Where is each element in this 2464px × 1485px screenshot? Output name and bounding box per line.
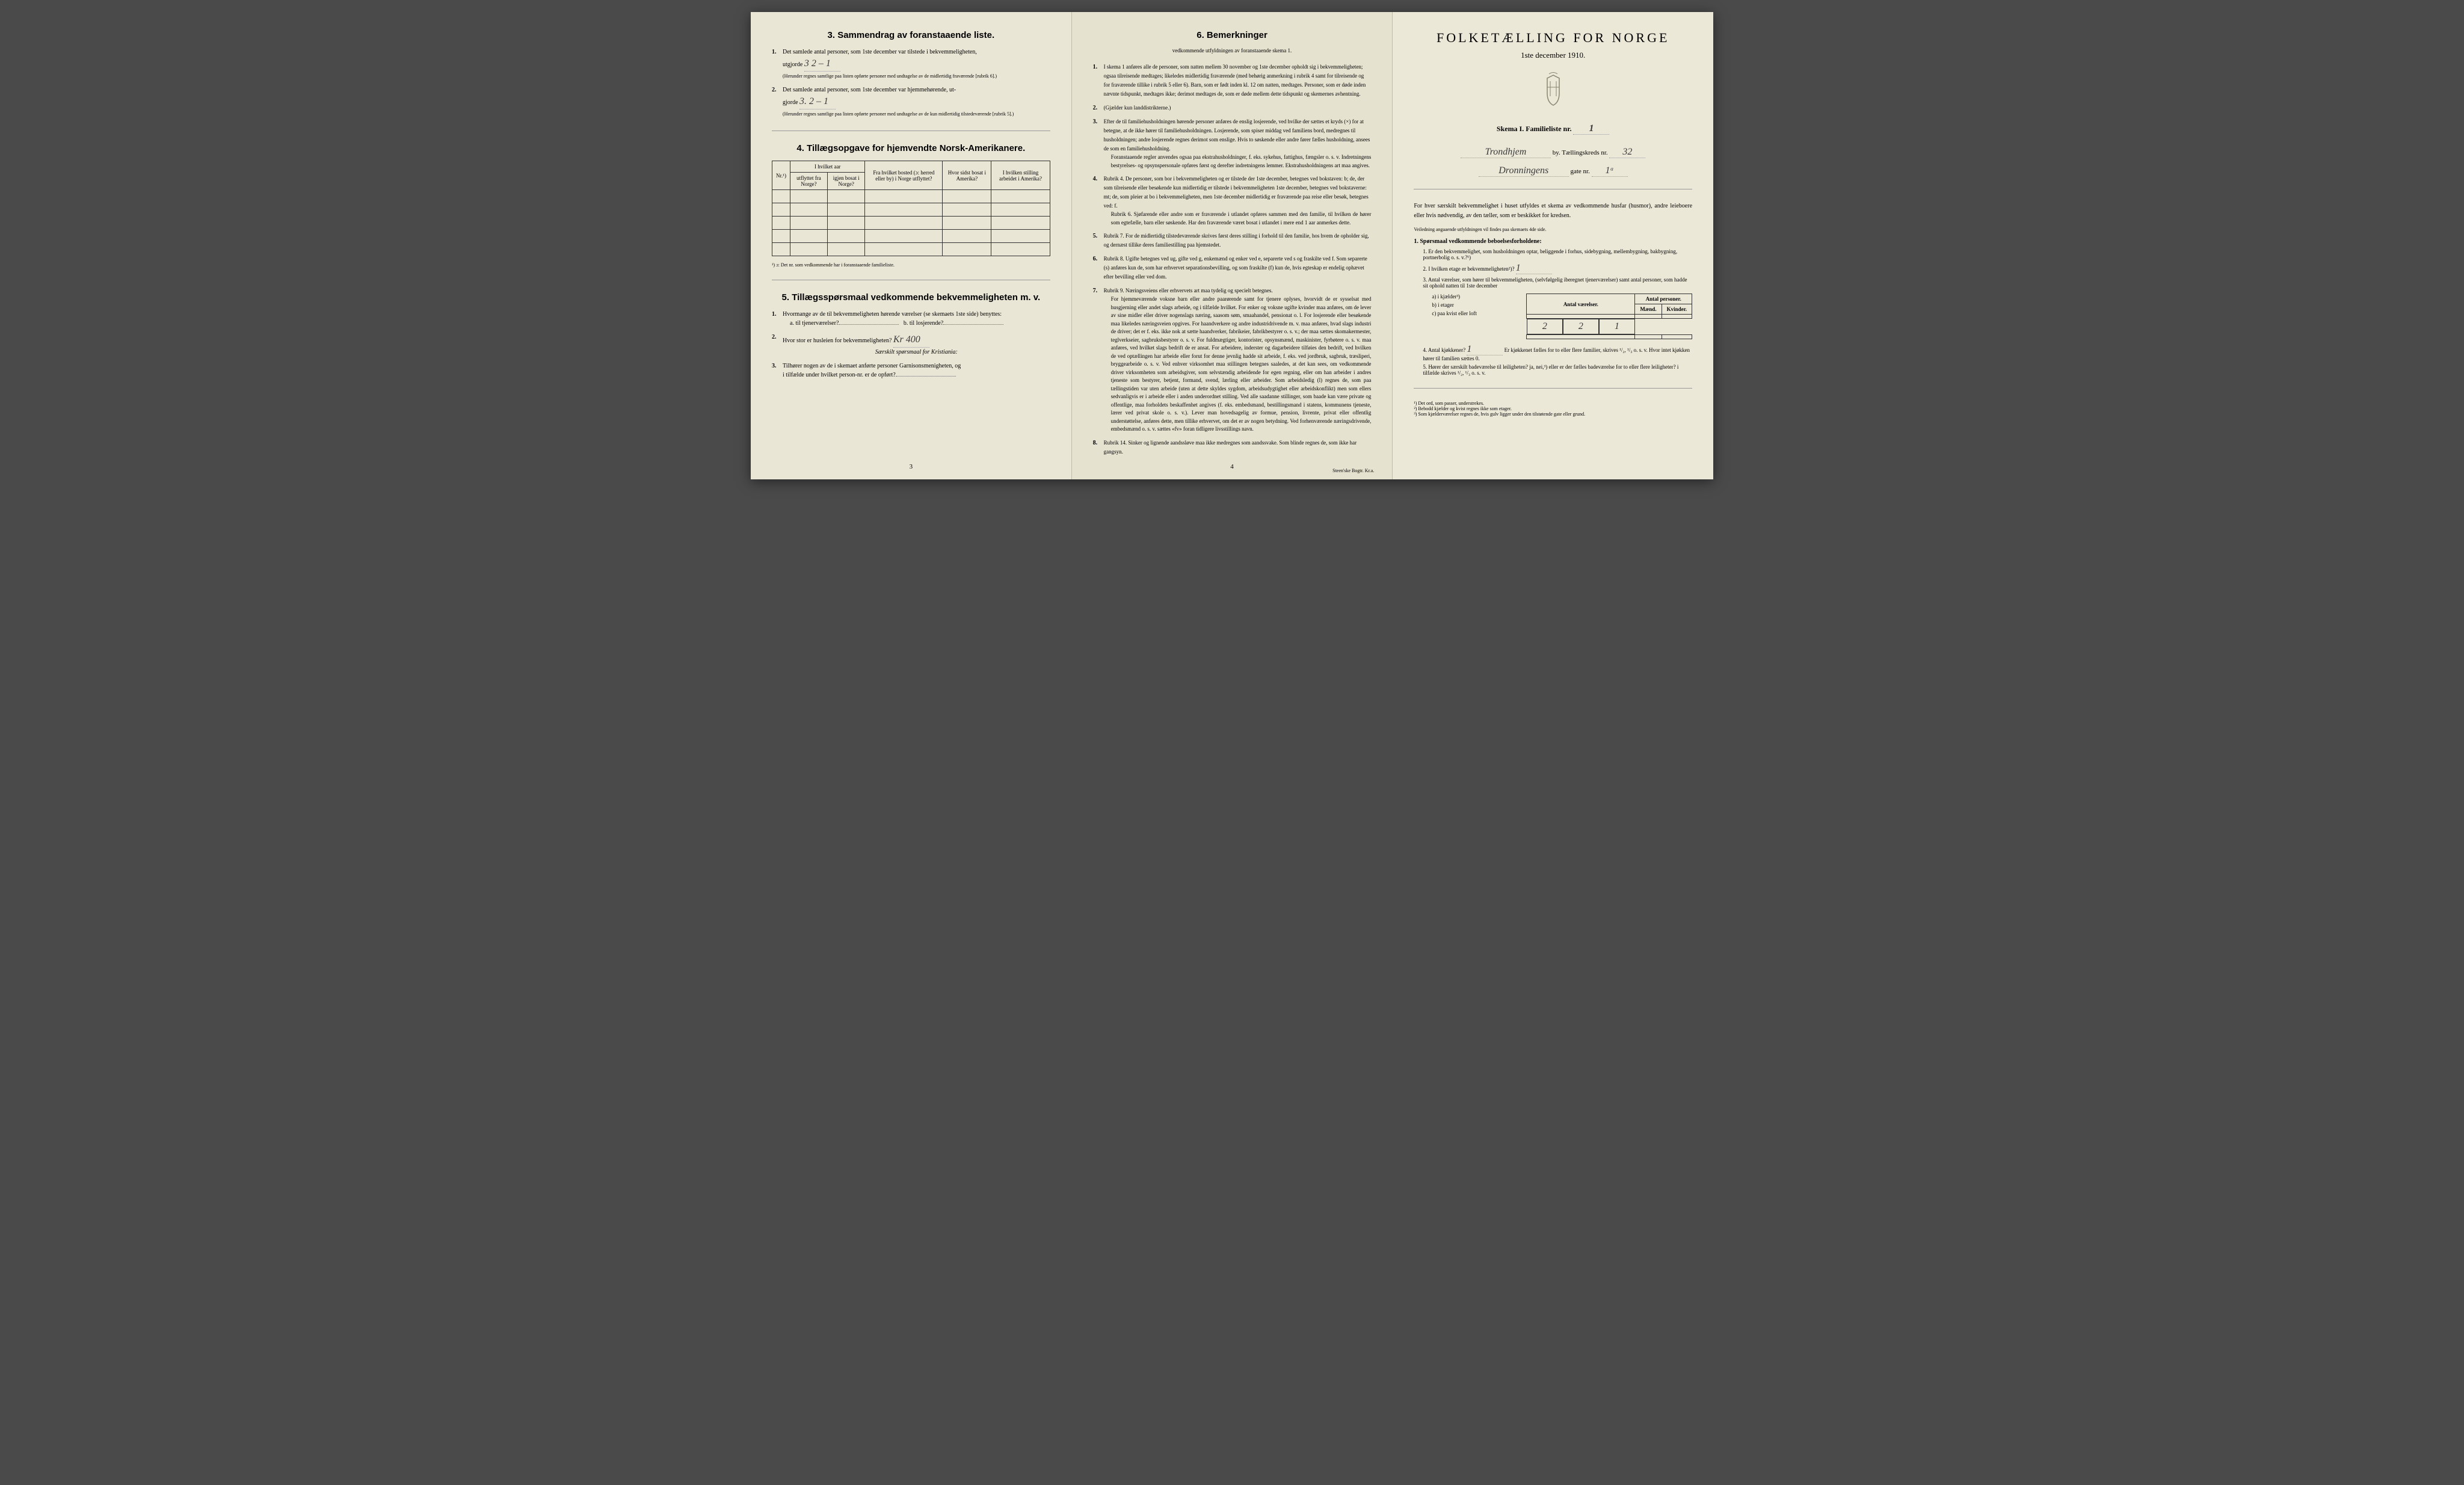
- table-row: [772, 217, 1050, 230]
- gate-nr: 1ᵃ: [1592, 165, 1628, 177]
- section-5-title: 5. Tillægsspørsmaal vedkommende bekvemme…: [772, 292, 1050, 303]
- note-2: (Gjælder kun landdistrikterne.): [1093, 103, 1372, 112]
- familieliste-nr: 1: [1573, 123, 1609, 135]
- table-row: [772, 243, 1050, 256]
- remarks-list: I skema 1 anføres alle de personer, som …: [1093, 63, 1372, 457]
- coat-of-arms-icon: [1414, 72, 1692, 114]
- table-row: [772, 190, 1050, 203]
- rooms-table: Antal værelser. Antal personer. Mænd. Kv…: [1526, 294, 1692, 339]
- note-1: I skema 1 anføres alle de personer, som …: [1093, 63, 1372, 99]
- table-row: [1527, 315, 1692, 319]
- q3: Tilhører nogen av de i skemaet anførte p…: [772, 361, 1050, 380]
- section-6-subtitle: vedkommende utfyldningen av foranstaaend…: [1093, 48, 1372, 54]
- street-name: Dronningens: [1479, 165, 1569, 177]
- note-4: Rubrik 4. De personer, som bor i bekvemm…: [1093, 174, 1372, 227]
- q1-2: 2. I hvilken etage er bekvemmeligheten²)…: [1423, 263, 1692, 274]
- table-row: [1527, 335, 1692, 339]
- table-row: [772, 230, 1050, 243]
- street-line: Dronningens gate nr. 1ᵃ: [1414, 165, 1692, 177]
- census-title: FOLKETÆLLING FOR NORGE: [1414, 30, 1692, 46]
- value-present: 3 2 – 1: [804, 57, 840, 72]
- section-6-title: 6. Bemerkninger: [1093, 30, 1372, 40]
- intro-note: Veiledning angaaende utfyldningen vil fi…: [1414, 227, 1692, 232]
- q1-1: 1. Er den bekvemmelighet, som husholdnin…: [1423, 248, 1692, 260]
- page-1-cover: FOLKETÆLLING FOR NORGE 1ste december 191…: [1393, 12, 1713, 479]
- q1-4: 4. Antal kjøkkener? 1 Er kjøkkenet fælle…: [1423, 344, 1692, 361]
- note-6: Rubrik 8. Ugifte betegnes ved ug, gifte …: [1093, 254, 1372, 281]
- page-3: 3. Sammendrag av foranstaaende liste. De…: [751, 12, 1072, 479]
- footnotes: ¹) Det ord, som passer, understrekes. ²)…: [1414, 401, 1692, 417]
- intro-text: For hver særskilt bekvemmelighet i huset…: [1414, 201, 1692, 221]
- american-return-table: Nr.¹) I hvilket aar Fra hvilket bosted (…: [772, 161, 1050, 256]
- note-7: Rubrik 9. Næringsveiens eller erhvervets…: [1093, 286, 1372, 434]
- section-5-list: Hvormange av de til bekvemmeligheten hør…: [772, 310, 1050, 380]
- city-line: Trondhjem by. Tællingskreds nr. 32: [1414, 147, 1692, 158]
- page-4: 6. Bemerkninger vedkommende utfyldningen…: [1072, 12, 1393, 479]
- summary-item-1: Det samlede antal personer, som 1ste dec…: [772, 48, 1050, 81]
- city-name: Trondhjem: [1461, 147, 1551, 158]
- page-number: 3: [751, 463, 1071, 470]
- section-4-title: 4. Tillægsopgave for hjemvendte Norsk-Am…: [772, 143, 1050, 153]
- note-8: Rubrik 14. Sinker og lignende aandssløve…: [1093, 438, 1372, 457]
- section-3-title: 3. Sammendrag av foranstaaende liste.: [772, 30, 1050, 40]
- q1-title: 1. Spørsmaal vedkommende beboelsesforhol…: [1414, 238, 1692, 245]
- note-3: Efter de til familiehusholdningen hørend…: [1093, 117, 1372, 170]
- q2: Hvor stor er husleien for bekvemmelighet…: [772, 333, 1050, 357]
- note-5: Rubrik 7. For de midlertidig tilstedevær…: [1093, 232, 1372, 250]
- table-footnote: ¹) ɔ: Det nr. som vedkommende har i fora…: [772, 262, 1050, 268]
- table-row: [772, 203, 1050, 217]
- q1-3: 3. Antal værelser, som hører til bekvemm…: [1423, 277, 1692, 289]
- census-document: 3. Sammendrag av foranstaaende liste. De…: [751, 12, 1713, 479]
- divider: [1414, 388, 1692, 389]
- value-resident: 3. 2 – 1: [799, 94, 836, 109]
- summary-item-2: Det samlede antal personer, som 1ste dec…: [772, 85, 1050, 118]
- table-row: 2 2 1: [1527, 319, 1692, 335]
- schema-label: Skema I. Familieliste nr. 1: [1414, 123, 1692, 135]
- rent-value: Kr 400: [893, 333, 929, 348]
- printer-mark: Steen'ske Bogtr. Kr.a.: [1332, 468, 1374, 473]
- census-date: 1ste december 1910.: [1414, 51, 1692, 60]
- q1-5: 5. Hører der særskilt badeværelse til le…: [1423, 364, 1692, 376]
- section-3-list: Det samlede antal personer, som 1ste dec…: [772, 48, 1050, 118]
- q1: Hvormange av de til bekvemmeligheten hør…: [772, 310, 1050, 328]
- kreds-nr: 32: [1609, 147, 1645, 158]
